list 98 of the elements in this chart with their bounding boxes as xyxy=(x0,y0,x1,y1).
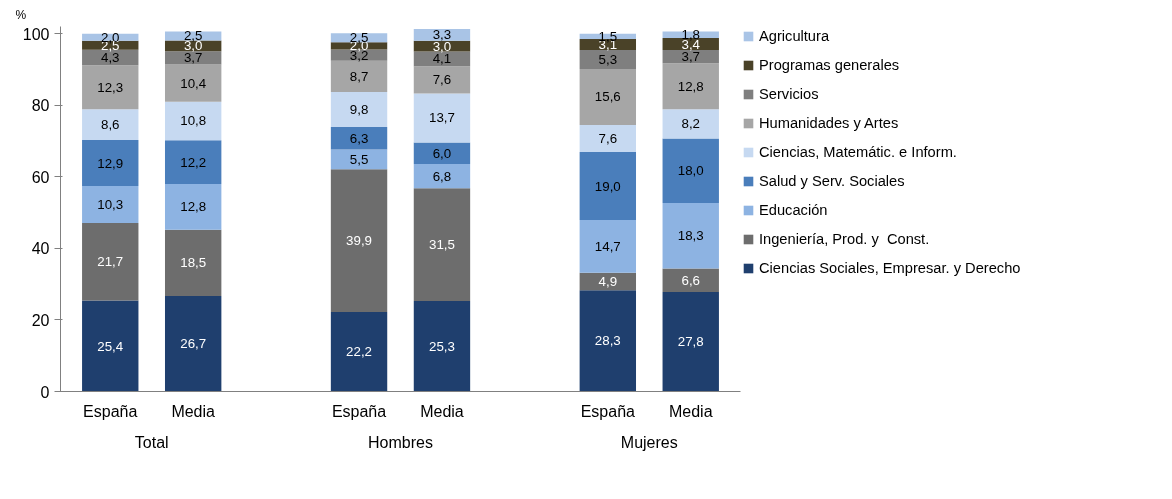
bar xyxy=(164,183,222,230)
data-label: 3,7 xyxy=(681,49,701,65)
legend-label: Servicios xyxy=(759,86,819,102)
data-label: 18,5 xyxy=(180,255,207,271)
bar xyxy=(662,138,719,203)
bar xyxy=(413,66,471,94)
data-label: 12,2 xyxy=(180,154,207,170)
data-label: 6,3 xyxy=(349,130,369,146)
bar xyxy=(579,69,637,125)
bar xyxy=(579,124,637,153)
data-label: 14,7 xyxy=(594,238,621,254)
bar xyxy=(82,186,139,223)
bar xyxy=(330,60,388,92)
bar xyxy=(413,163,471,189)
bar xyxy=(662,268,719,293)
text: Total xyxy=(134,433,169,451)
x-tick-label: Media xyxy=(668,402,713,420)
legend-label: Programas generales xyxy=(759,57,900,73)
bar xyxy=(413,188,471,301)
data-label: 39,9 xyxy=(346,233,373,249)
bar xyxy=(82,139,139,187)
data-label: 10,3 xyxy=(97,197,124,213)
y-tick-label: 40 xyxy=(31,240,50,258)
data-label: 4,9 xyxy=(598,273,618,289)
data-label: 22,2 xyxy=(346,344,373,360)
data-label: 19,0 xyxy=(594,178,621,194)
data-label: 28,3 xyxy=(594,333,621,349)
legend-label: Ciencias, Matemátic. e Inform. xyxy=(759,144,957,160)
bar xyxy=(413,93,471,143)
bar xyxy=(164,64,222,102)
data-label: 5,3 xyxy=(598,52,618,68)
bar xyxy=(579,290,637,392)
data-label: 25,4 xyxy=(97,338,124,354)
data-label: 8,2 xyxy=(681,116,701,132)
data-label: 7,6 xyxy=(432,72,452,88)
bar xyxy=(662,63,719,110)
x-tick-label: Media xyxy=(171,402,216,420)
bar xyxy=(662,202,719,269)
data-label: 15,6 xyxy=(594,89,621,105)
data-label: 25,3 xyxy=(428,338,455,354)
data-label: 8,6 xyxy=(100,117,120,133)
data-label: 10,8 xyxy=(180,113,207,129)
text: Hombres xyxy=(368,433,433,451)
data-label: 12,3 xyxy=(97,79,124,95)
bar xyxy=(662,109,719,139)
data-label: 21,7 xyxy=(97,254,124,270)
data-label: 27,8 xyxy=(677,334,704,350)
bar xyxy=(164,295,222,392)
x-tick-label: España xyxy=(83,402,138,420)
data-label: 6,0 xyxy=(432,145,452,161)
x-tick-label: España xyxy=(580,402,636,420)
y-tick-label: 80 xyxy=(31,97,50,115)
x-tick-label: España xyxy=(331,402,387,420)
y-tick-label: 100 xyxy=(22,25,50,43)
data-label: 9,8 xyxy=(349,102,369,118)
data-label: 18,3 xyxy=(677,228,704,244)
y-axis-title: % xyxy=(15,7,27,22)
legend-label: Educación xyxy=(759,202,828,218)
x-tick-label: Media xyxy=(420,402,464,420)
data-label: 10,4 xyxy=(180,75,207,91)
text: Mujeres xyxy=(620,433,678,451)
legend-label: Ingeniería, Prod. y Const. xyxy=(759,231,930,247)
data-label: 26,7 xyxy=(180,336,207,352)
bar xyxy=(413,142,471,164)
bar xyxy=(82,300,139,392)
bar xyxy=(579,152,637,221)
legend-label: Humanidades y Artes xyxy=(759,115,899,131)
bar xyxy=(579,220,637,273)
legend-label: Ciencias Sociales, Empresar. y Derecho xyxy=(759,260,1021,276)
bar xyxy=(82,109,139,140)
data-label: 5,5 xyxy=(349,151,369,167)
bar xyxy=(330,91,388,128)
data-label: 8,7 xyxy=(349,68,369,84)
bar xyxy=(330,312,388,392)
data-label: 6,8 xyxy=(432,168,452,184)
data-label: 6,6 xyxy=(681,272,701,288)
data-label: 12,9 xyxy=(97,155,124,171)
y-tick-label: 0 xyxy=(40,383,50,401)
bar xyxy=(82,65,139,110)
bar xyxy=(82,222,139,301)
data-label: 12,8 xyxy=(180,199,207,215)
bar xyxy=(579,50,637,70)
legend-label: Agricultura xyxy=(759,28,830,44)
legend-label: Salud y Serv. Sociales xyxy=(759,173,905,189)
bar xyxy=(164,140,222,184)
bar xyxy=(164,229,222,296)
bar xyxy=(330,169,388,313)
bar xyxy=(662,292,719,392)
bar xyxy=(330,127,388,150)
data-label: 12,8 xyxy=(677,78,704,94)
bar xyxy=(413,300,471,392)
data-label: 13,7 xyxy=(428,110,455,126)
bar xyxy=(164,101,222,141)
y-tick-label: 20 xyxy=(31,311,50,329)
data-label: 31,5 xyxy=(428,237,455,253)
data-label: 7,6 xyxy=(598,131,618,146)
data-label: 18,0 xyxy=(677,163,704,179)
y-tick-label: 60 xyxy=(31,168,50,186)
